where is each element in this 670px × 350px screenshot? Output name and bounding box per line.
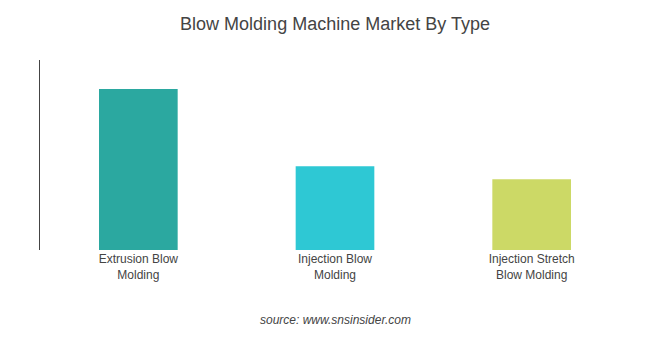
svg-text:Blow Molding Machine Market By: Blow Molding Machine Market By Type: [180, 14, 490, 34]
svg-text:source: www.snsinsider.com: source: www.snsinsider.com: [260, 313, 411, 327]
svg-text:Injection BlowMolding: Injection BlowMolding: [298, 252, 372, 282]
svg-text:Extrusion BlowMolding: Extrusion BlowMolding: [99, 252, 179, 282]
svg-text:Injection StretchBlow Molding: Injection StretchBlow Molding: [489, 252, 575, 282]
